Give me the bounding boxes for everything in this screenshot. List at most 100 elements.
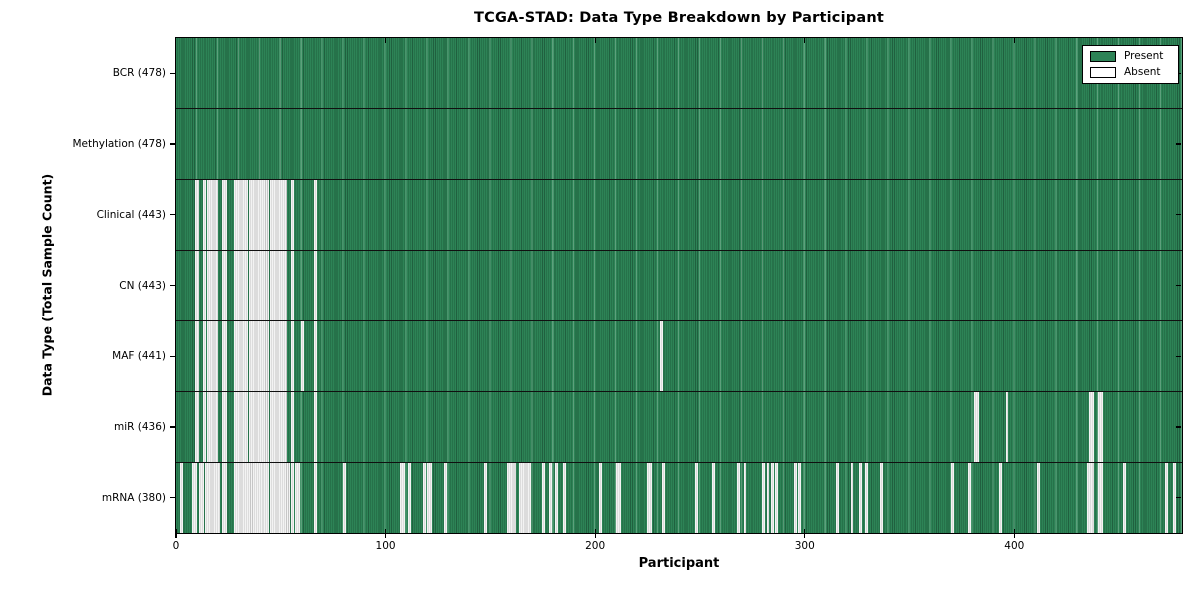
absent-bar [234,250,248,321]
absent-bar [542,462,546,533]
y-tick-right [1176,355,1181,357]
absent-bar [865,462,868,533]
absent-bar [198,462,204,533]
absent-bar [483,462,487,533]
chart-title: TCGA-STAD: Data Type Breakdown by Partic… [474,10,884,26]
absent-bar [408,462,412,533]
absent-bar [269,462,290,533]
absent-bar [695,462,699,533]
absent-bar [192,462,198,533]
absent-bar [221,462,227,533]
absent-bar [615,462,621,533]
x-tick-label: 0 [172,540,180,552]
absent-bar [770,462,774,533]
absent-bar [443,462,447,533]
y-tick [170,72,176,74]
absent-bar [290,250,294,321]
y-tick-label: BCR (478) [112,67,166,80]
absent-bar [427,462,433,533]
legend: Present Absent [1082,45,1179,84]
absent-bar [1097,391,1103,463]
absent-bar [221,250,227,321]
x-tick-top [594,38,596,43]
absent-bar [179,462,183,533]
absent-bar [793,462,797,533]
row-mrna [176,462,1182,533]
absent-bar [951,462,954,533]
absent-bar [1097,462,1103,533]
legend-entry-absent: Absent [1090,67,1171,78]
absent-bar [647,462,653,533]
absent-bar [249,179,269,251]
absent-bar [221,320,227,392]
row-maf [176,320,1182,392]
absent-bar [1089,391,1095,463]
y-tick-label: mRNA (380) [101,491,166,504]
absent-bar [249,250,269,321]
y-tick-label: Methylation (478) [72,138,166,151]
absent-bar [775,462,778,533]
absent-bar [762,462,766,533]
absent-bar [313,462,317,533]
absent-bar [249,391,269,463]
absent-bar [194,179,200,251]
absent-bar [234,320,248,392]
x-tick [804,529,806,538]
absent-bar [999,462,1003,533]
absent-bar [858,462,862,533]
row-cn [176,250,1182,321]
row-separator [176,320,1182,322]
absent-bar [313,391,317,463]
x-tick-top [1013,38,1015,43]
absent-bar [269,250,288,321]
y-tick-label: MAF (441) [112,350,166,363]
row-bcr [176,38,1182,109]
row-separator [176,108,1182,110]
absent-bar [850,462,854,533]
absent-bar [743,462,747,533]
x-tick [594,529,596,538]
y-tick-right [1176,143,1181,145]
absent-bar [290,320,294,392]
x-tick-label: 100 [375,540,396,552]
absent-bar [290,462,294,533]
absent-bar [221,179,227,251]
y-tick [170,284,176,287]
y-tick [170,143,176,145]
x-tick [1013,529,1015,538]
absent-bar [295,462,300,533]
absent-bar [343,462,347,533]
absent-bar [879,462,883,533]
absent-bar [202,179,206,251]
x-tick [175,529,177,538]
absent-bar [974,391,980,463]
absent-bar [234,179,248,251]
y-tick-right [1176,284,1181,287]
y-tick [170,497,176,499]
row-mir [176,391,1182,463]
absent-bar [766,462,770,533]
absent-bar [399,462,405,533]
y-tick-label: Clinical (443) [96,208,166,221]
absent-bar [1005,391,1009,463]
absent-bar [313,250,317,321]
row-separator [176,249,1182,251]
absent-bar [548,462,552,533]
present-swatch-icon [1090,51,1116,62]
absent-bar [798,462,801,533]
absent-bar [835,462,839,533]
legend-label-present: Present [1124,50,1164,62]
absent-bar [202,250,206,321]
row-separator [176,461,1182,463]
row-separator [176,391,1182,393]
absent-bar [194,250,200,321]
absent-bar [269,320,288,392]
absent-bar [599,462,602,533]
absent-bar [506,462,516,533]
absent-bar [290,391,294,463]
absent-swatch-icon [1090,67,1116,78]
absent-bar [249,320,269,392]
absent-bar [313,320,317,392]
legend-label-absent: Absent [1124,66,1161,78]
y-tick-right [1176,214,1181,216]
